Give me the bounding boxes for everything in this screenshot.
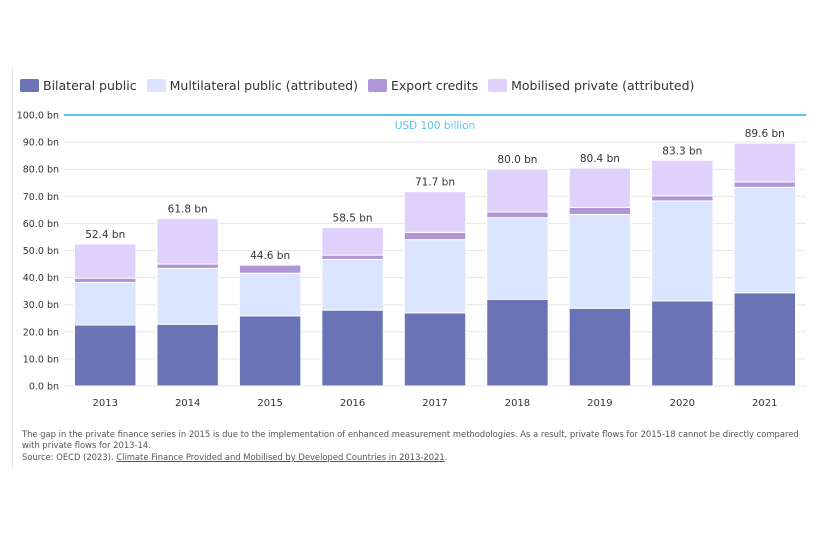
- bar-total-label: 44.6 bn: [250, 250, 290, 262]
- bar-segment-multilateral-public-attributed: [733, 186, 796, 294]
- bar-total-label: 71.7 bn: [415, 177, 455, 189]
- bar-total-label: 61.8 bn: [168, 204, 208, 216]
- reference-line-label: USD 100 billion: [395, 120, 476, 132]
- bar-total-label: 80.4 bn: [580, 153, 620, 165]
- legend-item-bilateral-public[interactable]: Bilateral public: [20, 78, 137, 93]
- y-tick-label: 80.0 bn: [23, 165, 59, 176]
- legend-item-export-credits[interactable]: Export credits: [367, 78, 479, 93]
- bar-segment-mobilised-private-attributed: [486, 168, 549, 213]
- bar-segment-export-credits: [403, 231, 467, 241]
- bar-total-label: 83.3 bn: [662, 145, 702, 157]
- bar-segment-bilateral-public: [733, 292, 796, 387]
- bar-segment-multilateral-public-attributed: [156, 267, 219, 325]
- chart-legend: Bilateral public Multilateral public (at…: [20, 78, 694, 93]
- x-tick-label: 2017: [422, 398, 447, 409]
- legend-swatch-bilateral-public: [20, 79, 39, 92]
- bar-segment-bilateral-public: [74, 324, 137, 387]
- bar-segment-multilateral-public-attributed: [74, 281, 137, 326]
- bar-segment-multilateral-public-attributed: [321, 258, 384, 311]
- x-tick-label: 2013: [92, 398, 117, 409]
- bar-segment-export-credits: [651, 195, 714, 202]
- bar-segment-export-credits: [321, 254, 384, 260]
- bar-segment-export-credits: [568, 206, 632, 215]
- chart-footnote: The gap in the private finance series in…: [22, 429, 799, 451]
- bar-segment-multilateral-public-attributed: [403, 239, 467, 314]
- bar-total-label: 58.5 bn: [333, 212, 373, 224]
- legend-swatch-export-credits: [367, 79, 387, 92]
- bar-segment-export-credits: [486, 211, 549, 219]
- legend-label-bilateral-public: Bilateral public: [43, 78, 137, 93]
- x-tick-label: 2020: [670, 398, 695, 409]
- y-tick-label: 50.0 bn: [23, 246, 59, 257]
- y-tick-label: 40.0 bn: [23, 273, 59, 284]
- bar-segment-export-credits: [238, 264, 302, 274]
- x-tick-label: 2015: [257, 398, 282, 409]
- bar-segment-export-credits: [74, 277, 137, 283]
- x-tick-label: 2019: [587, 398, 612, 409]
- y-tick-label: 0.0 bn: [29, 382, 59, 393]
- legend-label-mobilised-private: Mobilised private (attributed): [511, 78, 695, 93]
- bar-segment-bilateral-public: [651, 300, 714, 387]
- legend-item-mobilised-private[interactable]: Mobilised private (attributed): [488, 78, 694, 93]
- bar-segment-mobilised-private-attributed: [733, 142, 796, 183]
- bar-segment-multilateral-public-attributed: [238, 272, 302, 317]
- legend-label-export-credits: Export credits: [390, 78, 479, 93]
- y-tick-label: 10.0 bn: [23, 354, 59, 365]
- legend-item-multilateral-public[interactable]: Multilateral public (attributed): [146, 78, 358, 93]
- bar-segment-mobilised-private-attributed: [321, 226, 384, 256]
- bar-segment-multilateral-public-attributed: [568, 213, 632, 309]
- x-tick-label: 2021: [752, 398, 777, 409]
- bar-segment-bilateral-public: [568, 307, 632, 387]
- bar-total-label: 89.6 bn: [745, 128, 785, 140]
- y-tick-label: 70.0 bn: [23, 192, 59, 203]
- bar-segment-mobilised-private-attributed: [403, 191, 467, 233]
- y-tick-label: 20.0 bn: [23, 327, 59, 338]
- x-tick-label: 2016: [340, 398, 365, 409]
- bar-segment-mobilised-private-attributed: [74, 243, 137, 279]
- legend-label-multilateral-public: Multilateral public (attributed): [169, 78, 358, 93]
- bar-segment-mobilised-private-attributed: [568, 167, 632, 208]
- y-tick-label: 100.0 bn: [17, 111, 59, 122]
- bar-segment-multilateral-public-attributed: [651, 200, 714, 302]
- bar-segment-bilateral-public: [321, 309, 384, 387]
- bar-segment-mobilised-private-attributed: [651, 159, 714, 197]
- bar-segment-export-credits: [156, 263, 219, 269]
- bar-segment-bilateral-public: [486, 298, 549, 387]
- chart-source: Source: OECD (2023). Climate Finance Pro…: [22, 452, 447, 462]
- bar-total-label: 80.0 bn: [497, 154, 537, 166]
- source-prefix: Source: OECD (2023).: [22, 452, 117, 462]
- legend-swatch-multilateral-public: [146, 79, 166, 92]
- bar-segment-multilateral-public-attributed: [486, 217, 549, 300]
- bar-total-label: 52.4 bn: [85, 229, 125, 241]
- bar-segment-mobilised-private-attributed: [156, 218, 219, 265]
- y-tick-label: 60.0 bn: [23, 219, 59, 230]
- y-tick-label: 90.0 bn: [23, 138, 59, 149]
- bar-segment-export-credits: [733, 181, 796, 188]
- legend-swatch-mobilised-private: [488, 79, 508, 92]
- bar-segment-bilateral-public: [156, 323, 219, 387]
- bar-segment-bilateral-public: [403, 312, 467, 387]
- x-tick-label: 2014: [175, 398, 200, 409]
- source-suffix: .: [444, 452, 448, 462]
- source-link[interactable]: Climate Finance Provided and Mobilised b…: [116, 452, 445, 462]
- bar-segment-bilateral-public: [238, 315, 302, 387]
- x-tick-label: 2018: [505, 398, 530, 409]
- y-tick-label: 30.0 bn: [23, 300, 59, 311]
